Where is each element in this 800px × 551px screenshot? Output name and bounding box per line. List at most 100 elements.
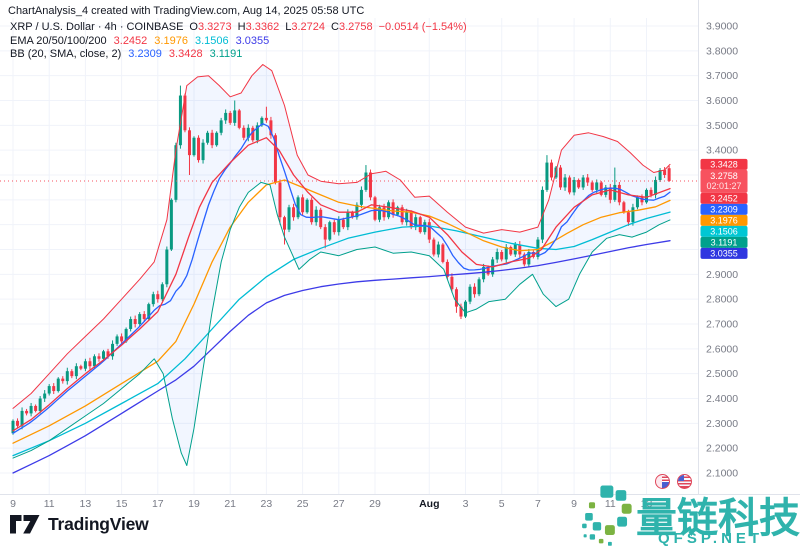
bb_basis-line xyxy=(12,123,671,434)
candle xyxy=(147,304,151,320)
candle xyxy=(405,212,409,223)
candle xyxy=(577,179,581,188)
price-tick-label: 2.7000 xyxy=(706,318,738,330)
time-tick-label: 17 xyxy=(152,498,164,510)
candle xyxy=(97,356,101,359)
flag-icon xyxy=(677,474,692,489)
price-tick-label: 3.8000 xyxy=(706,45,738,57)
candle xyxy=(201,142,205,161)
price-tick-label: 2.3000 xyxy=(706,418,738,430)
candle xyxy=(563,177,567,188)
candle xyxy=(255,125,259,141)
price-tick-label: 2.1000 xyxy=(706,467,738,479)
price-tick-label: 2.5000 xyxy=(706,368,738,380)
price-badge xyxy=(700,192,748,204)
candle xyxy=(124,328,128,342)
candle xyxy=(635,197,639,208)
candle xyxy=(129,319,133,329)
candle xyxy=(359,189,363,205)
bb-upper-value: 3.3428 xyxy=(168,48,203,60)
candle xyxy=(486,266,490,275)
candle xyxy=(251,127,255,141)
ema50-line xyxy=(12,179,671,444)
candle xyxy=(138,314,142,324)
candle xyxy=(378,207,382,220)
price-badge xyxy=(700,169,748,193)
time-axis[interactable]: 9 11 13 15 17 19 21 23 25 27 29 Aug 3 5 7 9 11 13 xyxy=(10,498,652,510)
candle xyxy=(500,251,504,260)
ema50-value: 3.1976 xyxy=(154,34,188,47)
candle xyxy=(74,366,78,377)
candle xyxy=(178,95,182,146)
candle xyxy=(495,251,499,260)
candle xyxy=(142,314,146,320)
candle xyxy=(595,182,599,190)
bb-label: BB (20, SMA, close, 2) xyxy=(10,48,122,60)
time-tick-label: Aug xyxy=(419,498,439,510)
price-tick-label: 2.9000 xyxy=(706,269,738,281)
ema200-value: 3.0355 xyxy=(235,34,270,47)
candle xyxy=(197,137,201,161)
candle xyxy=(65,371,69,382)
candle xyxy=(310,199,314,223)
ema200-line xyxy=(12,240,671,474)
legend-symbol-row[interactable]: XRP / U.S. Dollar · 4h · COINBASE O3.3273… xyxy=(10,21,467,35)
candle xyxy=(151,294,155,305)
candle xyxy=(120,336,124,342)
tradingview-wordmark: TradingView xyxy=(48,514,149,534)
low-value: 3.2724 xyxy=(291,21,326,33)
candle xyxy=(640,197,644,203)
time-tick-label: 19 xyxy=(188,498,200,510)
tradingview-branding[interactable]: TradingView xyxy=(10,514,149,535)
price-tick-label: 3.9000 xyxy=(706,21,738,33)
ema20-value: 3.2452 xyxy=(113,34,148,47)
candle xyxy=(16,420,20,426)
candle xyxy=(296,197,300,218)
candle xyxy=(572,179,576,193)
candle xyxy=(323,227,327,240)
candle xyxy=(631,207,635,223)
candle xyxy=(346,212,350,228)
time-tick-label: 23 xyxy=(261,498,273,510)
price-badge xyxy=(700,247,748,259)
candle xyxy=(518,244,522,255)
candle xyxy=(305,199,309,213)
candle xyxy=(350,212,354,218)
price-badge xyxy=(700,225,748,237)
candle xyxy=(34,405,38,411)
legend-ema-row[interactable]: EMA 20/50/100/200 3.2452 3.1976 3.1506 3.035… xyxy=(10,35,467,49)
price-badge-label: 3.2758 xyxy=(710,171,738,181)
candle xyxy=(382,207,386,218)
candle xyxy=(626,212,630,223)
candle xyxy=(102,351,105,359)
candle xyxy=(319,209,323,228)
close-label: C xyxy=(331,21,339,33)
time-tick-label: 27 xyxy=(333,498,345,510)
candle xyxy=(169,199,173,250)
candle xyxy=(477,279,481,295)
candle xyxy=(341,219,345,228)
legend-bb-row[interactable]: BB (20, SMA, close, 2) 3.2309 3.3428 3.1191 xyxy=(10,48,467,62)
price-tick-label: 2.8000 xyxy=(706,294,738,306)
candle xyxy=(414,217,418,228)
price-tick-label: 2.2000 xyxy=(706,443,738,455)
open-label: O xyxy=(189,21,198,33)
candle xyxy=(645,189,648,203)
candle xyxy=(269,120,273,136)
candle xyxy=(663,170,667,175)
price-tick-label: 2.6000 xyxy=(706,343,738,355)
time-tick-label: 25 xyxy=(297,498,309,510)
flag-icon xyxy=(655,474,670,489)
candle xyxy=(581,177,585,188)
candle xyxy=(233,110,237,123)
candle xyxy=(210,132,214,146)
price-tick-label: 3.7000 xyxy=(706,70,738,82)
bb_lower-line xyxy=(12,181,671,466)
candle xyxy=(400,207,404,223)
ema-label: EMA 20/50/100/200 xyxy=(10,34,107,47)
candle xyxy=(56,378,60,392)
candle xyxy=(445,261,449,277)
candle xyxy=(549,162,553,178)
candle xyxy=(667,168,671,182)
